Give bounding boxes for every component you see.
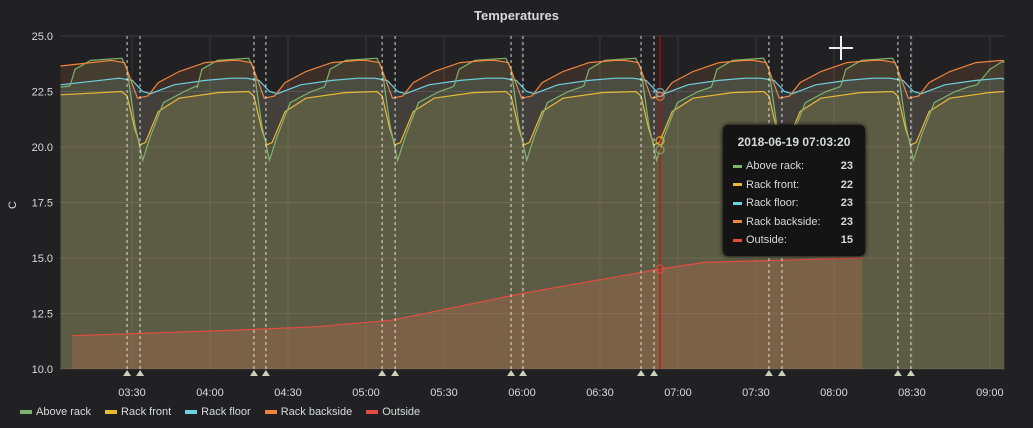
tooltip-swatch-icon xyxy=(733,183,742,187)
series-line-above-rack[interactable] xyxy=(60,57,1005,163)
legend-swatch-icon xyxy=(264,410,277,414)
legend-item-rack-backside[interactable]: Rack backside xyxy=(264,406,353,418)
y-axis-label: C xyxy=(7,201,19,209)
annotation-marker-icon[interactable] xyxy=(123,370,132,376)
tooltip-value: 23 xyxy=(840,215,853,228)
annotation-marker-icon[interactable] xyxy=(136,370,145,376)
annotation-marker-icon[interactable] xyxy=(249,370,258,376)
annotation-marker-icon[interactable] xyxy=(378,370,387,376)
tooltip-label: Rack backside: xyxy=(746,215,821,228)
legend-swatch-icon xyxy=(105,410,118,414)
tooltip-swatch-icon xyxy=(733,220,742,224)
tooltip-row: Rack front: 22 xyxy=(723,176,865,195)
x-tick-label: 08:30 xyxy=(898,387,926,399)
hover-point-marker xyxy=(655,87,665,98)
legend-label: Rack backside xyxy=(280,406,353,418)
series-fill-outside xyxy=(72,258,863,369)
x-tick-label: 05:30 xyxy=(430,387,458,399)
tooltip-label: Outside: xyxy=(746,234,787,247)
tooltip-swatch-icon xyxy=(733,201,742,205)
y-tick-label: 25.0 xyxy=(32,31,53,43)
tooltip-label: Rack floor: xyxy=(746,197,799,210)
legend-label: Outside xyxy=(382,406,421,418)
panel-title[interactable]: Temperatures xyxy=(473,8,559,23)
tooltip-label: Rack front: xyxy=(746,178,800,191)
annotation-marker-icon[interactable] xyxy=(637,370,646,376)
x-tick-label: 04:00 xyxy=(196,387,224,399)
mouse-crosshair-icon xyxy=(829,36,853,60)
y-tick-label: 10.0 xyxy=(32,364,53,376)
hover-tooltip: 2018-06-19 07:03:20 Above rack: 23 Rack fr… xyxy=(723,125,865,256)
x-tick-label: 09:00 xyxy=(976,387,1004,399)
legend-label: Rack floor xyxy=(201,406,251,418)
x-tick-label: 07:30 xyxy=(742,387,770,399)
legend-item-rack-floor[interactable]: Rack floor xyxy=(185,406,251,418)
annotation-marker-icon[interactable] xyxy=(764,370,773,376)
tooltip-value: 23 xyxy=(840,160,853,173)
annotation-marker-icon[interactable] xyxy=(650,370,659,376)
tooltip-swatch-icon xyxy=(733,164,742,168)
y-tick-label: 15.0 xyxy=(32,253,53,265)
hover-point-marker xyxy=(655,135,665,146)
x-tick-label: 08:00 xyxy=(820,387,848,399)
annotation-marker-icon[interactable] xyxy=(507,370,516,376)
tooltip-value: 23 xyxy=(840,197,853,210)
tooltip-label: Above rack: xyxy=(746,160,805,173)
x-tick-label: 07:00 xyxy=(664,387,692,399)
hover-point-marker xyxy=(655,91,665,102)
tooltip-value: 22 xyxy=(840,178,853,191)
legend-swatch-icon xyxy=(366,410,379,414)
annotation-marker-icon[interactable] xyxy=(777,370,786,376)
annotation-marker-icon[interactable] xyxy=(519,370,528,376)
legend-swatch-icon xyxy=(185,410,198,414)
tooltip-row: Outside: 15 xyxy=(723,231,865,250)
tooltip-row: Rack floor: 23 xyxy=(723,194,865,213)
annotation-marker-icon[interactable] xyxy=(893,370,902,376)
tooltip-swatch-icon xyxy=(733,238,742,242)
hover-point-marker xyxy=(655,264,665,274)
y-tick-label: 22.5 xyxy=(32,87,53,99)
legend-item-outside[interactable]: Outside xyxy=(366,406,420,418)
legend-item-above-rack[interactable]: Above rack xyxy=(20,406,91,418)
tooltip-time: 2018-06-19 07:03:20 xyxy=(737,135,851,149)
y-tick-label: 20.0 xyxy=(32,142,53,154)
x-tick-label: 06:30 xyxy=(586,387,614,399)
y-tick-label: 17.5 xyxy=(32,198,53,210)
series-line-rack-front[interactable] xyxy=(60,90,1005,146)
annotation-marker-icon[interactable] xyxy=(906,370,915,376)
legend-swatch-icon xyxy=(20,410,32,414)
x-tick-label: 03:30 xyxy=(118,387,146,399)
tooltip-value: 15 xyxy=(840,234,853,247)
y-tick-label: 12.5 xyxy=(32,309,53,321)
x-tick-label: 06:00 xyxy=(508,387,536,399)
legend-label: Above rack xyxy=(36,406,92,418)
annotation-marker-icon[interactable] xyxy=(391,370,400,376)
x-tick-label: 05:00 xyxy=(352,387,380,399)
hover-point-marker xyxy=(655,144,665,155)
legend-item-rack-front[interactable]: Rack front xyxy=(105,406,171,418)
tooltip-row: Above rack: 23 xyxy=(723,157,865,176)
tooltip-row: Rack backside: 23 xyxy=(723,213,865,232)
series-line-rack-backside[interactable] xyxy=(60,59,1005,99)
x-tick-label: 04:30 xyxy=(274,387,302,399)
legend: Above rack Rack front Rack floor Rack backs… xyxy=(20,406,420,418)
legend-label: Rack front xyxy=(121,406,172,418)
series-line-outside[interactable] xyxy=(72,257,863,337)
series-line-rack-floor[interactable] xyxy=(60,77,1005,95)
annotation-marker-icon[interactable] xyxy=(261,370,270,376)
